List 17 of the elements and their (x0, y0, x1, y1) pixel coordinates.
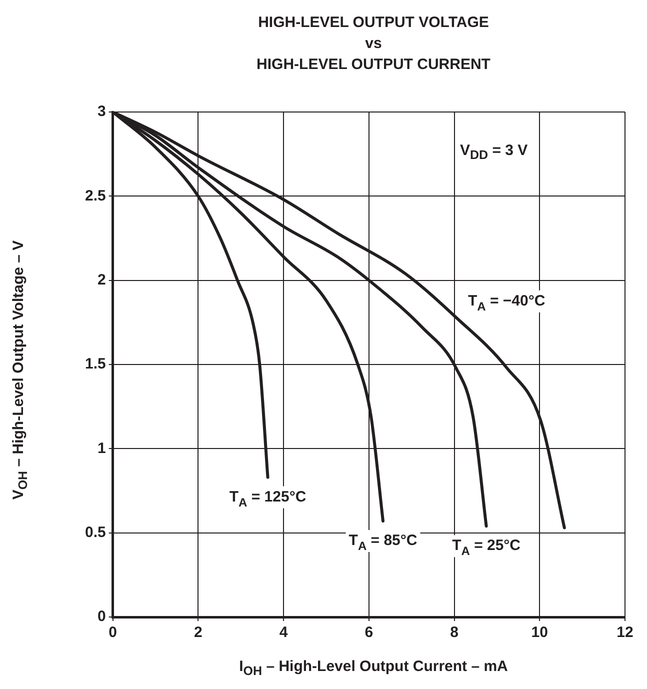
y-tick-label: 1.5 (84, 356, 106, 373)
annotation: V$_{DD}$ = 3 V (460, 142, 528, 162)
y-tick-label: 2 (98, 271, 106, 288)
y-tick-label: 1 (98, 440, 106, 457)
chart-title: HIGH-LEVEL OUTPUT VOLTAGE vs HIGH-LEVEL OUTPUT CURRENT (256, 13, 492, 75)
x-tick-label: 10 (531, 624, 548, 642)
y-tick-label: 2.5 (84, 187, 106, 204)
x-tick-label: 0 (108, 624, 118, 642)
y-tick-label: 0 (98, 608, 106, 626)
y-tick-label: 0.5 (84, 524, 106, 541)
x-axis-title: I$_{OH}$ – High-Level Output Current – mA (238, 658, 509, 678)
x-tick-label: 6 (364, 624, 374, 642)
x-tick-label: 12 (616, 624, 634, 642)
x-tick-label: 4 (279, 624, 288, 642)
x-tick-label: 2 (194, 624, 202, 642)
y-tick-label: 3 (98, 103, 106, 120)
x-tick-label: 8 (450, 624, 458, 642)
